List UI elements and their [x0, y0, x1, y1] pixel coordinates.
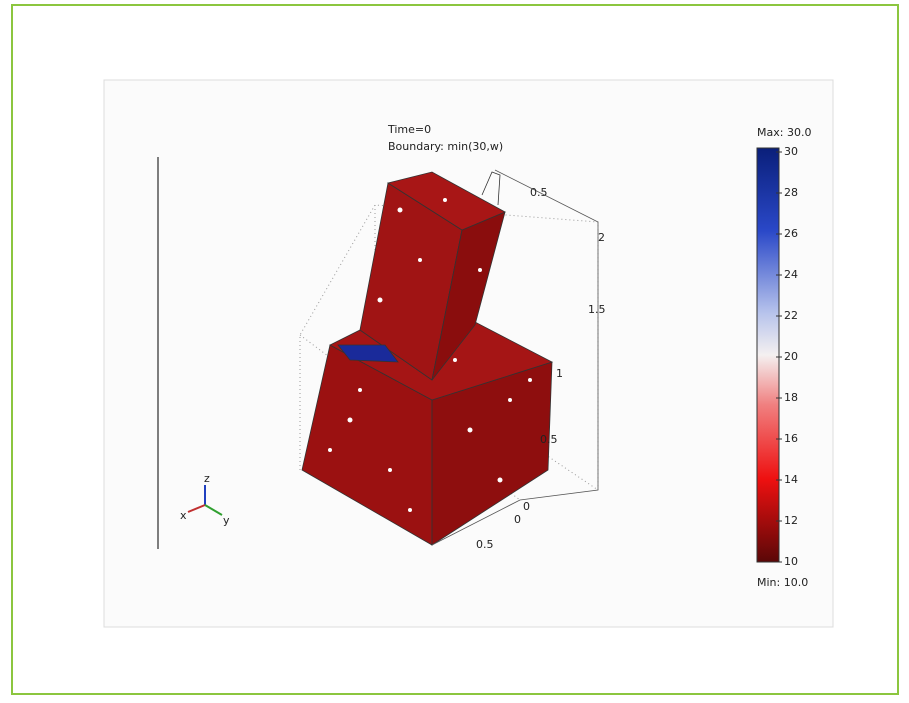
axis-tick-label: 2 [598, 231, 605, 244]
axis-tick-label: 0.5 [476, 538, 494, 551]
triad-z: z [204, 472, 210, 485]
expression-label: Boundary: min(30,w) [388, 140, 503, 153]
colorbar-max: Max: 30.0 [757, 126, 811, 139]
axis-tick-label: 0 [514, 513, 521, 526]
colorbar-tick-label: 28 [784, 186, 798, 199]
colorbar-tick-label: 24 [784, 268, 798, 281]
colorbar [757, 148, 779, 562]
colorbar-tick-label: 26 [784, 227, 798, 240]
triad-x: x [180, 509, 187, 522]
axis-tick-label: 1 [556, 367, 563, 380]
colorbar-tick-label: 12 [784, 514, 798, 527]
colorbar-tick-label: 14 [784, 473, 798, 486]
colorbar-tick-label: 16 [784, 432, 798, 445]
colorbar-min: Min: 10.0 [757, 576, 808, 589]
colorbar-tick-label: 10 [784, 555, 798, 568]
axis-tick-label: 0 [523, 500, 530, 513]
page: Time=0 Boundary: min(30,w) Max: 30.0 Min… [0, 0, 909, 703]
colorbar-tick-label: 18 [784, 391, 798, 404]
colorbar-tick-label: 20 [784, 350, 798, 363]
axis-tick-label: 0.5 [540, 433, 558, 446]
colorbar-tick-label: 30 [784, 145, 798, 158]
screenshot: Time=0 Boundary: min(30,w) Max: 30.0 Min… [0, 0, 909, 699]
axis-tick-label: 1.5 [588, 303, 606, 316]
colorbar-tick-label: 22 [784, 309, 798, 322]
axis-tick-label: 0.5 [530, 186, 548, 199]
time-label: Time=0 [387, 123, 431, 136]
triad-y: y [223, 514, 230, 527]
